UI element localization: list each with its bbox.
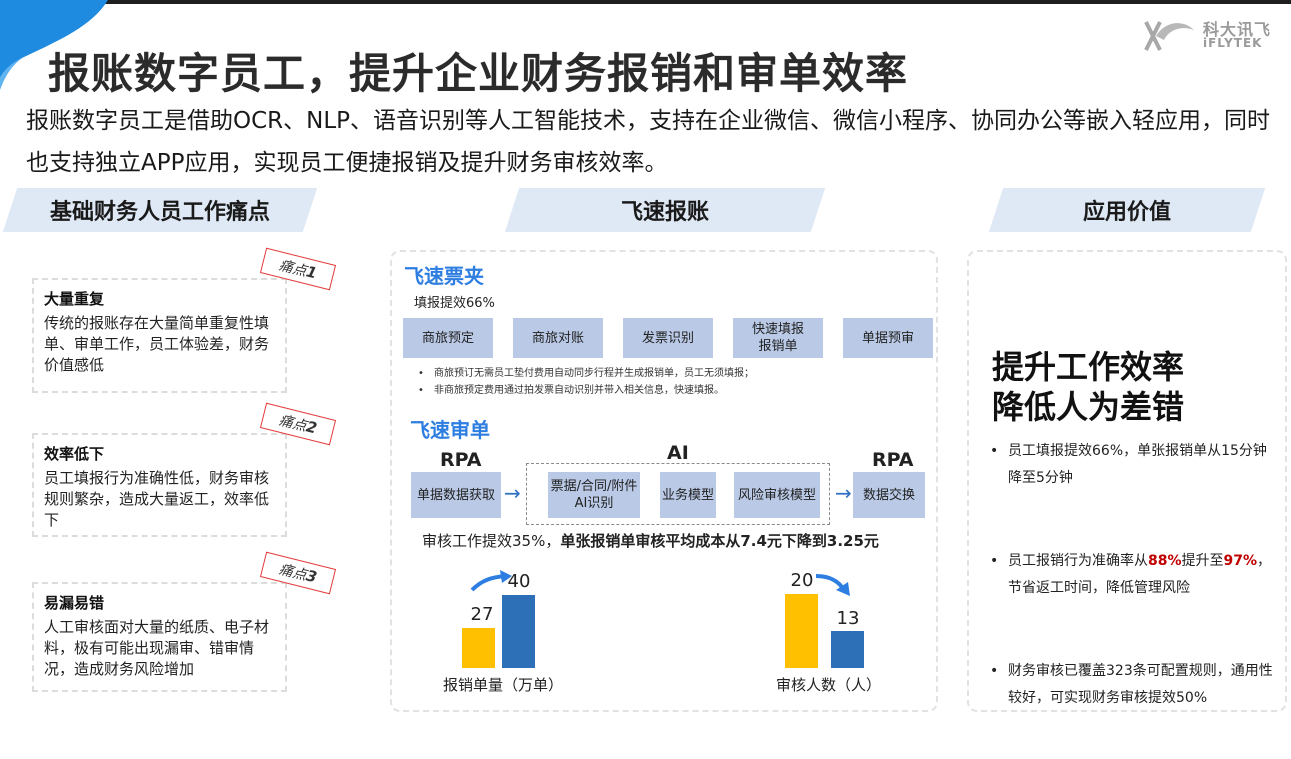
folder-title: 飞速票夹 <box>404 264 484 288</box>
section-title-value: 应用价值 <box>1082 200 1171 225</box>
page-title: 报账数字员工，提升企业财务报销和审单效率 <box>48 49 909 98</box>
value-item-text: 提升至 <box>1181 553 1224 569</box>
folder-bullet-2: • 非商旅预定费用通过拍发票自动识别并带入相关信息，快速填报。 <box>418 385 724 396</box>
rpa-label-right: RPA <box>872 449 914 471</box>
value-item-1: 员工填报提效66%，单张报销单从15分钟降至5分钟 <box>986 438 1276 492</box>
pain-text: 传统的报账存在大量简单重复性填单、审单工作，员工体验差，财务价值感低 <box>44 314 270 374</box>
ai-group-box <box>526 463 830 525</box>
top-border <box>0 0 1291 4</box>
audit-summary-bold: 单张报销单审核平均成本从7.4元下降到3.25元 <box>560 532 879 550</box>
folder-subtitle: 填报提效66% <box>414 296 495 311</box>
audit-step-5: 数据交换 <box>853 472 925 518</box>
iflytek-logo-icon <box>1144 21 1194 51</box>
value-item-text: ，节省返工时间，降低管理风险 <box>1008 553 1272 596</box>
value-highlight-after: 97% <box>1223 553 1258 569</box>
chart-caption-auditors: 审核人数（人） <box>776 676 882 694</box>
folder-step-4: 快速填报报销单 <box>733 318 823 358</box>
bar-reimburse-before <box>462 628 495 668</box>
folder-step-1: 商旅预定 <box>403 318 493 358</box>
bar-label-value: 13 <box>836 608 860 629</box>
section-header-fast: 飞速报账 <box>504 188 826 232</box>
folder-bullet-1: • 商旅预订无需员工垫付费用自动同步行程并生成报销单，员工无须填报； <box>418 368 754 379</box>
bar-label-value: 40 <box>507 571 531 592</box>
arrow-right-icon: → <box>835 481 852 505</box>
arrow-right-icon: → <box>504 481 521 505</box>
trend-up-icon <box>470 570 512 592</box>
value-item-3: 财务审核已覆盖323条可配置规则，通用性较好，可实现财务审核提效50% <box>986 658 1276 712</box>
pain-card-2: 效率低下 员工填报行为准确性低，财务审核规则繁杂，造成大量返工，效率低下 <box>32 433 287 537</box>
folder-step-3: 发票识别 <box>623 318 713 358</box>
corner-decoration <box>0 0 108 90</box>
folder-bullet-text: 商旅预订无需员工垫付费用自动同步行程并生成报销单，员工无须填报； <box>434 368 754 379</box>
trend-down-icon <box>815 574 850 596</box>
intro-text: 报账数字员工是借助OCR、NLP、语音识别等人工智能技术，支持在企业微信、微信小… <box>26 108 1271 176</box>
logo-name-en: iFLYTEK <box>1203 36 1263 50</box>
value-headline-2: 降低人为差错 <box>992 388 1185 426</box>
folder-step-5: 单据预审 <box>843 318 933 358</box>
ai-label: AI <box>667 442 689 464</box>
pain-heading: 易漏易错 <box>44 594 105 612</box>
bar-auditors-before <box>785 594 818 668</box>
value-item-text: 员工报销行为准确率从 <box>1008 553 1148 569</box>
pain-card-3: 易漏易错 人工审核面对大量的纸质、电子材料，极有可能出现漏审、错审情况，造成财务… <box>32 582 287 692</box>
bar-reimburse-after <box>502 595 535 668</box>
section-title-pain: 基础财务人员工作痛点 <box>49 200 270 225</box>
pain-heading: 大量重复 <box>44 290 105 308</box>
folder-bullet-text: 非商旅预定费用通过拍发票自动识别并带入相关信息，快速填报。 <box>434 385 724 396</box>
section-header-value: 应用价值 <box>988 188 1266 232</box>
folder-step-2: 商旅对账 <box>513 318 603 358</box>
fast-reimburse-panel <box>390 250 938 712</box>
pain-text: 员工填报行为准确性低，财务审核规则繁杂，造成大量返工，效率低下 <box>44 469 270 529</box>
rpa-label-left: RPA <box>440 449 482 471</box>
bar-auditors-after <box>831 631 864 668</box>
logo-name-cn: 科大讯飞 <box>1203 20 1272 39</box>
pain-heading: 效率低下 <box>44 445 105 463</box>
bar-label-value: 20 <box>790 570 814 591</box>
section-header-pain: 基础财务人员工作痛点 <box>2 188 318 232</box>
audit-title: 飞速审单 <box>410 418 490 442</box>
value-highlight-before: 88% <box>1148 553 1182 569</box>
pain-card-1: 大量重复 传统的报账存在大量简单重复性填单、审单工作，员工体验差，财务价值感低 <box>32 278 287 393</box>
bar-label-value: 27 <box>470 604 494 625</box>
audit-step-1: 单据数据获取 <box>411 472 501 518</box>
value-headline-1: 提升工作效率 <box>992 348 1185 386</box>
audit-step-4: 风险审核模型 <box>734 472 820 518</box>
audit-step-3: 业务模型 <box>660 472 716 518</box>
value-item-2: 员工报销行为准确率从88%提升至97%，节省返工时间，降低管理风险 <box>986 548 1276 602</box>
audit-step-2: 票据/合同/附件AI识别 <box>548 472 640 518</box>
audit-summary: 审核工作提效35%，单张报销单审核平均成本从7.4元下降到3.25元 <box>422 530 879 551</box>
pain-text: 人工审核面对大量的纸质、电子材料，极有可能出现漏审、错审情况，造成财务风险增加 <box>44 618 270 678</box>
audit-summary-plain: 审核工作提效35%， <box>422 532 561 550</box>
section-title-fast: 飞速报账 <box>620 200 709 225</box>
chart-caption-reimburse: 报销单量（万单） <box>443 676 564 694</box>
